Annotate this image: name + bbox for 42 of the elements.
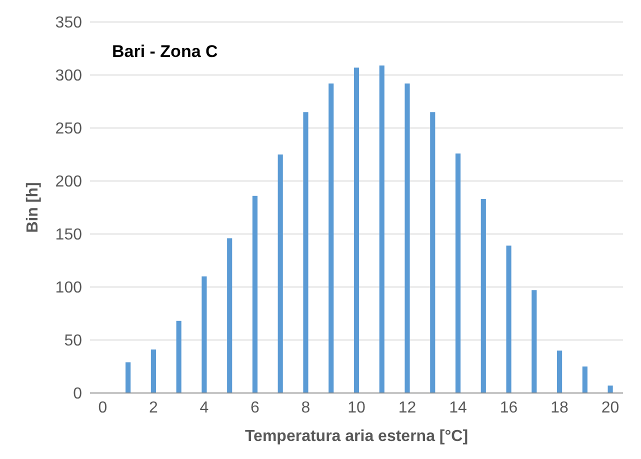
bar [506, 246, 512, 393]
x-tick-label: 20 [601, 399, 620, 416]
x-tick-label: 0 [98, 399, 108, 416]
bar [354, 68, 360, 393]
bar [278, 154, 283, 393]
y-tick-label: 150 [55, 226, 82, 244]
x-tick-label: 6 [250, 399, 260, 416]
bar [582, 366, 588, 393]
x-tick-label: 8 [301, 399, 310, 416]
y-tick-label: 100 [55, 280, 82, 297]
bar [176, 320, 182, 393]
bar [328, 83, 334, 393]
bar [303, 112, 308, 393]
bar [557, 350, 562, 393]
x-tick-label: 10 [348, 399, 366, 416]
bar [150, 350, 156, 393]
text: Bari - Zona C [112, 42, 218, 62]
x-tick-label: 2 [149, 399, 158, 416]
bar [455, 153, 461, 393]
bar [608, 386, 613, 393]
y-tick-label: 0 [73, 386, 82, 403]
bar [202, 276, 207, 393]
y-tick-label: 200 [55, 174, 82, 191]
y-tick-label: 350 [55, 14, 82, 32]
bar [404, 83, 410, 393]
bar [126, 362, 131, 393]
bar [480, 199, 486, 393]
bar [379, 65, 384, 393]
y-tick-label: 50 [64, 332, 82, 350]
x-tick-label: 4 [200, 399, 209, 416]
bar [227, 238, 232, 393]
y-tick-label: 300 [55, 68, 82, 85]
x-tick-label: 12 [398, 399, 416, 416]
x-tick-label: 16 [500, 399, 518, 416]
bar [532, 290, 537, 393]
bar [252, 196, 258, 393]
bar [430, 112, 436, 393]
y-axis-title: Bin [h] [24, 182, 42, 233]
x-tick-label: 14 [449, 399, 468, 416]
x-axis-title: Temperatura aria esterna [°C] [244, 428, 468, 445]
x-tick-label: 18 [550, 399, 569, 416]
y-tick-label: 250 [55, 120, 82, 138]
